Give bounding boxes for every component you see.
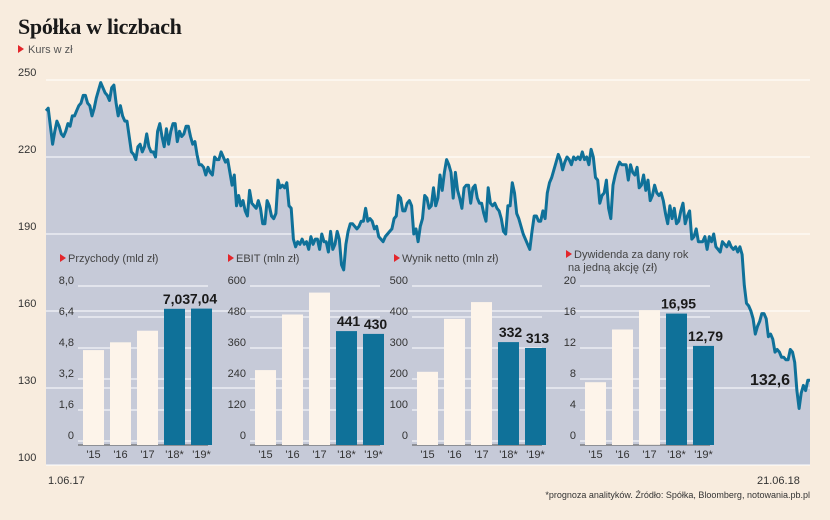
panel-subtitle: na jedną akcję (zł) <box>568 262 657 274</box>
panel-title: Wynik netto (mln zł) <box>402 253 498 265</box>
x-tick-label: '19* <box>526 449 545 461</box>
panel-y-tick: 8,0 <box>59 275 74 287</box>
marker-icon <box>394 254 400 262</box>
chart-title: Spółka w liczbach <box>18 14 182 39</box>
panel-y-tick: 600 <box>228 275 246 287</box>
panel-title: EBIT (mln zł) <box>236 253 299 265</box>
bar <box>255 370 276 445</box>
panel-y-tick: 12 <box>564 337 576 349</box>
last-value-label: 132,6 <box>750 372 790 389</box>
bar-value-label: 313 <box>526 330 550 346</box>
marker-icon <box>228 254 234 262</box>
panel-y-tick: 120 <box>228 399 246 411</box>
x-tick-label: '19* <box>364 449 383 461</box>
marker-icon <box>60 254 66 262</box>
y-tick-label: 100 <box>18 452 36 464</box>
chart-subtitle: Kurs w zł <box>18 44 73 56</box>
bar <box>693 345 714 445</box>
bar <box>137 330 158 445</box>
x-tick-label: '16 <box>285 449 299 461</box>
x-tick-label: '16 <box>447 449 461 461</box>
x-tick-label: '19* <box>192 449 211 461</box>
bar <box>110 342 131 445</box>
y-tick-label: 160 <box>18 298 36 310</box>
panel-y-tick: 0 <box>240 430 246 442</box>
panel-y-tick: 0 <box>68 430 74 442</box>
bar <box>83 350 104 445</box>
bar-value-label: 12,79 <box>688 328 723 344</box>
y-tick-label: 130 <box>18 375 36 387</box>
y-tick-label: 220 <box>18 144 36 156</box>
x-tick-label: '18* <box>499 449 518 461</box>
panel-y-tick: 360 <box>228 337 246 349</box>
panel-y-tick: 4 <box>570 399 576 411</box>
bar <box>336 331 357 445</box>
x-tick-label: '18* <box>165 449 184 461</box>
x-tick-label: '18* <box>337 449 356 461</box>
y-tick-label: 250 <box>18 67 36 79</box>
x-tick-label: '17 <box>642 449 656 461</box>
x-tick-label: '16 <box>113 449 127 461</box>
bar <box>585 382 606 445</box>
x-tick-label: '15 <box>86 449 100 461</box>
panel-y-tick: 300 <box>390 337 408 349</box>
bar <box>444 318 465 445</box>
bar <box>666 313 687 445</box>
panel-y-tick: 3,2 <box>59 368 74 380</box>
x-tick-label: '15 <box>258 449 272 461</box>
bar <box>282 314 303 445</box>
panel-y-tick: 0 <box>402 430 408 442</box>
panel-y-tick: 20 <box>564 275 576 287</box>
bar <box>164 308 185 445</box>
bar <box>498 342 519 445</box>
panel-y-tick: 0 <box>570 430 576 442</box>
x-tick-label: '19* <box>694 449 713 461</box>
panel-y-tick: 480 <box>228 306 246 318</box>
panel-title: Przychody (mld zł) <box>68 253 158 265</box>
bar <box>417 371 438 445</box>
x-tick-label: '16 <box>615 449 629 461</box>
panel-y-tick: 6,4 <box>59 306 74 318</box>
x-tick-label: '15 <box>420 449 434 461</box>
x-tick-label: '17 <box>474 449 488 461</box>
bar-value-label: 441 <box>337 313 361 329</box>
bar-value-label: 7,03 <box>163 291 190 307</box>
bar-value-label: 430 <box>364 316 388 332</box>
bar <box>612 329 633 445</box>
footnote: *prognoza analityków. Źródło: Spółka, Bl… <box>545 490 810 500</box>
bar-value-label: 7,04 <box>190 291 217 307</box>
bar <box>639 310 660 445</box>
bar <box>309 292 330 445</box>
panel-y-tick: 4,8 <box>59 337 74 349</box>
bar-value-label: 332 <box>499 324 523 340</box>
panel-y-tick: 1,6 <box>59 399 74 411</box>
subtitle-text: Kurs w zł <box>28 44 73 56</box>
x-start-label: 1.06.17 <box>48 475 85 487</box>
x-tick-label: '18* <box>667 449 686 461</box>
panel-y-tick: 400 <box>390 306 408 318</box>
panel-y-tick: 500 <box>390 275 408 287</box>
panel-y-tick: 100 <box>390 399 408 411</box>
x-tick-label: '17 <box>140 449 154 461</box>
x-tick-label: '15 <box>588 449 602 461</box>
panel-y-tick: 240 <box>228 368 246 380</box>
marker-icon <box>18 45 24 53</box>
x-end-label: 21.06.18 <box>757 475 800 487</box>
x-tick-label: '17 <box>312 449 326 461</box>
panel-y-tick: 16 <box>564 306 576 318</box>
marker-icon <box>566 250 572 258</box>
bar <box>471 302 492 445</box>
panel-y-tick: 8 <box>570 368 576 380</box>
bar <box>191 308 212 445</box>
bar <box>363 333 384 445</box>
price-line <box>44 81 810 410</box>
bar-value-label: 16,95 <box>661 296 696 312</box>
panel-y-tick: 200 <box>390 368 408 380</box>
y-tick-label: 190 <box>18 221 36 233</box>
panel-title: Dywidenda za dany rok <box>574 249 689 261</box>
bar <box>525 348 546 445</box>
